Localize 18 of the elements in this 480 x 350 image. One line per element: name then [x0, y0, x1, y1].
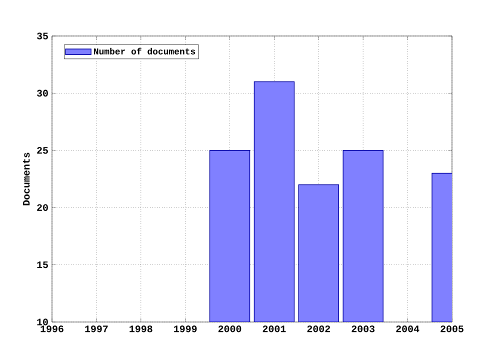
y-axis-title: Documents: [22, 152, 30, 206]
x-tick-label: 1999: [174, 326, 197, 332]
y-tick-label: 15: [37, 261, 48, 268]
y-tick-label: 30: [36, 90, 48, 97]
x-tick-label: 2002: [307, 326, 330, 332]
legend-label: Number of documents: [94, 48, 196, 54]
x-tick-label: 2000: [218, 326, 242, 332]
x-tick-label: 2001: [262, 326, 286, 332]
y-tick-label: 20: [37, 204, 48, 211]
x-tick-label: 1996: [40, 326, 64, 332]
x-tick-label: 1998: [130, 326, 152, 332]
x-tick-label: 2004: [396, 326, 420, 332]
x-tick-label: 1997: [85, 326, 108, 332]
x-tick-label: 2003: [352, 326, 375, 332]
y-tick-label: 25: [37, 147, 48, 154]
y-tick-label: 35: [36, 32, 48, 40]
y-tick-label: 10: [37, 318, 48, 326]
x-tick-label: 2005: [440, 326, 464, 332]
